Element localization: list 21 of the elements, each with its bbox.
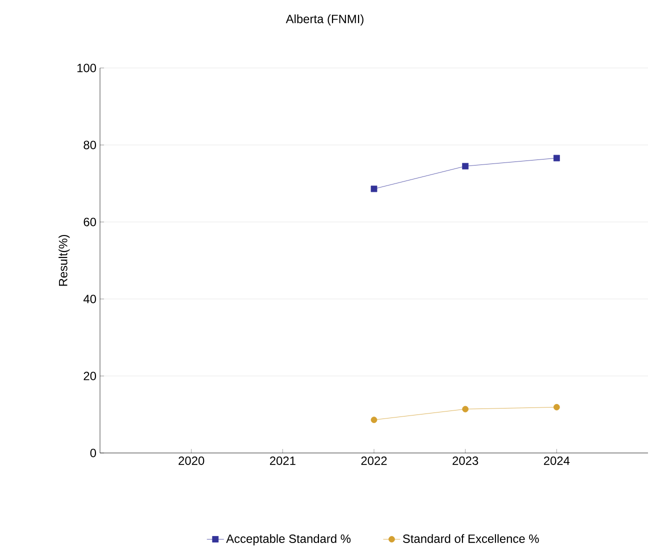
point <box>462 162 469 170</box>
x-tick-label: 2024 <box>544 456 570 465</box>
legend-label: Standard of Excellence % <box>402 534 539 543</box>
y-axis-title: Result(%) <box>58 235 70 286</box>
y-tick-label: 20 <box>84 372 96 380</box>
point <box>370 416 378 424</box>
legend-label: Acceptable Standard % <box>226 534 351 546</box>
point <box>462 406 469 412</box>
y-tick-label: 80 <box>84 140 96 150</box>
chart-title: Alberta (FNMI) <box>286 14 364 26</box>
x-tick-label: 2023 <box>452 456 478 465</box>
point <box>553 154 560 162</box>
y-tick-label: 0 <box>90 448 96 458</box>
point <box>370 186 378 192</box>
y-tick-label: 100 <box>77 64 96 72</box>
point <box>553 404 560 410</box>
y-tick-label: 40 <box>83 294 96 304</box>
x-tick-label: 2022 <box>361 456 387 465</box>
x-tick-label: 2020 <box>178 456 204 465</box>
y-tick-label: 60 <box>84 218 96 226</box>
x-tick-label: 2021 <box>270 456 296 465</box>
